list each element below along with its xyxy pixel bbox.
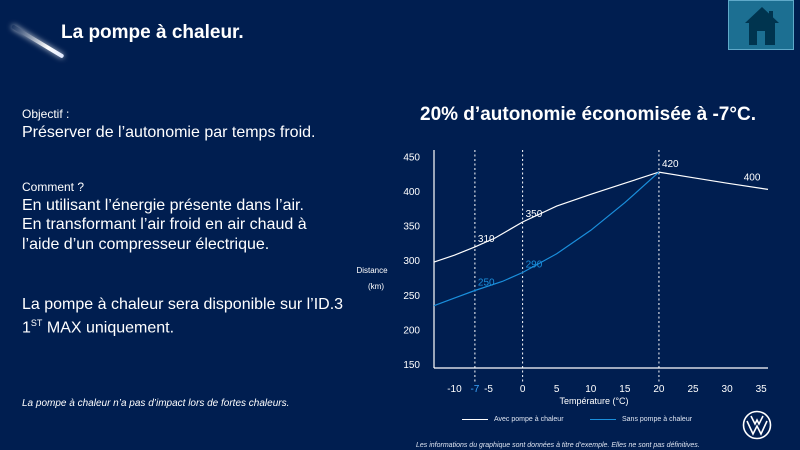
availability-prefix: 1 bbox=[22, 319, 31, 337]
y-axis-label-line-1: Distance bbox=[356, 266, 388, 275]
availability-line-1: La pompe à chaleur sera disponible sur l… bbox=[22, 296, 344, 313]
y-tick-label: 250 bbox=[403, 291, 420, 302]
x-tick-label: -10 bbox=[447, 384, 462, 395]
y-tick-label: 400 bbox=[403, 187, 420, 198]
x-tick-label: -5 bbox=[484, 384, 493, 395]
legend-item-with-pump: Avec pompe à chaleur bbox=[462, 416, 564, 423]
how-label: Comment ? bbox=[22, 180, 85, 194]
availability-line-2: 1ST MAX uniquement. bbox=[22, 313, 174, 338]
legend-swatch-with-pump bbox=[462, 418, 488, 420]
y-tick-label: 350 bbox=[403, 222, 420, 233]
data-label: 290 bbox=[526, 259, 543, 270]
availability-sup: ST bbox=[30, 318, 43, 328]
x-tick-label: 30 bbox=[722, 384, 734, 395]
legend-label-without-pump: Sans pompe à chaleur bbox=[622, 416, 693, 423]
how-line-1: En utilisant l’énergie présente dans l’a… bbox=[22, 197, 304, 214]
legend-swatch-without-pump bbox=[590, 418, 616, 420]
chart-headline: 20% d’autonomie économisée à -7°C. bbox=[420, 104, 756, 125]
how-line-3: l’aide d’un compresseur électrique. bbox=[22, 236, 270, 253]
x-tick-label: 20 bbox=[653, 384, 665, 395]
x-tick-label-highlight: -7 bbox=[470, 384, 479, 395]
series-line-with-pump bbox=[433, 171, 769, 263]
data-label: 310 bbox=[478, 234, 495, 245]
y-axis-label-line-2: (km) bbox=[368, 282, 384, 291]
chart-disclaimer: Les informations du graphique sont donné… bbox=[416, 442, 700, 449]
data-label: 350 bbox=[526, 209, 543, 220]
x-tick-label: 0 bbox=[520, 384, 526, 395]
heat-note: La pompe à chaleur n’a pas d’impact lors… bbox=[22, 398, 290, 409]
home-icon bbox=[745, 7, 779, 45]
legend-item-without-pump: Sans pompe à chaleur bbox=[590, 416, 692, 423]
objective-text: Préserver de l’autonomie par temps froid… bbox=[22, 124, 316, 141]
data-label: 420 bbox=[662, 159, 679, 170]
page-title: La pompe à chaleur. bbox=[61, 22, 244, 43]
availability-suffix: MAX uniquement. bbox=[42, 319, 175, 337]
x-tick-label: 15 bbox=[619, 384, 631, 395]
x-tick-label: 10 bbox=[585, 384, 597, 395]
x-axis-label: Température (°C) bbox=[559, 396, 628, 406]
y-tick-label: 300 bbox=[403, 256, 420, 267]
x-tick-label: 25 bbox=[687, 384, 699, 395]
home-button[interactable] bbox=[728, 0, 794, 50]
objective-label: Objectif : bbox=[22, 107, 70, 121]
x-tick-label: 35 bbox=[756, 384, 768, 395]
x-tick-label: 5 bbox=[554, 384, 560, 395]
data-label: 400 bbox=[744, 172, 761, 183]
how-line-2: En transformant l’air froid en air chaud… bbox=[22, 216, 307, 233]
y-tick-label: 150 bbox=[403, 360, 420, 371]
vw-logo-icon bbox=[742, 410, 772, 440]
y-tick-label: 200 bbox=[403, 325, 420, 336]
y-tick-label: 450 bbox=[403, 152, 420, 163]
legend-label-with-pump: Avec pompe à chaleur bbox=[494, 416, 564, 423]
series-line-without-pump bbox=[433, 171, 660, 307]
data-label: 250 bbox=[478, 277, 495, 288]
